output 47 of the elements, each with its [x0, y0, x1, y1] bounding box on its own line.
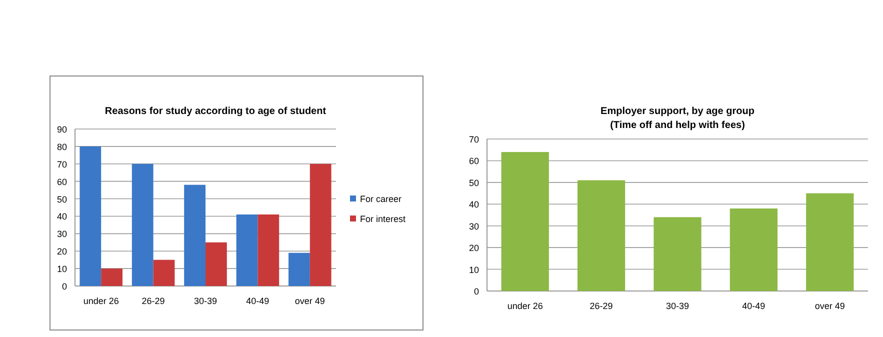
bar: [184, 184, 206, 286]
x-tick-label: 26-29: [590, 301, 613, 311]
y-tick-label: 20: [468, 243, 479, 254]
y-tick-label: 30: [56, 229, 67, 240]
y-tick-label: 50: [56, 194, 67, 204]
y-tick-label: 50: [468, 178, 479, 188]
bar: [730, 208, 778, 291]
bar: [577, 180, 626, 291]
y-tick-label: 60: [468, 156, 479, 166]
y-tick-label: 20: [56, 246, 67, 257]
y-tick-label: 40: [56, 212, 67, 222]
x-tick-label: over 49: [294, 296, 325, 306]
bar: [310, 164, 332, 286]
x-tick-label: 26-29: [142, 296, 165, 306]
y-tick-label: 10: [56, 264, 67, 274]
y-tick-label: 60: [56, 176, 67, 187]
bar: [80, 146, 102, 286]
y-tick-label: 70: [468, 134, 479, 144]
bar: [806, 193, 854, 291]
x-tick-label: over 49: [814, 301, 845, 311]
chart-title: Employer support, by age group (Time off and help with fees): [600, 106, 754, 131]
bar: [654, 217, 702, 291]
y-tick-label: 10: [468, 264, 479, 275]
bar: [236, 214, 258, 286]
bar: [501, 152, 549, 291]
bar: [288, 252, 310, 286]
y-tick-label: 30: [468, 221, 479, 232]
y-tick-label: 0: [62, 282, 67, 292]
x-tick-label: 30-39: [666, 301, 690, 311]
bar: [206, 242, 227, 286]
legend-label: For interest: [360, 214, 406, 224]
x-tick-label: 30-39: [194, 296, 218, 306]
y-tick-label: 70: [56, 159, 67, 170]
y-tick-label: 80: [56, 142, 67, 152]
x-tick-label: under 26: [83, 296, 119, 306]
y-tick-label: 0: [474, 286, 479, 296]
bar: [153, 260, 175, 286]
y-tick-label: 40: [468, 200, 479, 210]
bar: [258, 214, 280, 286]
chart-title: Reasons for study according to age of student: [104, 106, 327, 117]
legend-label: For career: [360, 194, 402, 204]
x-tick-label: under 26: [507, 301, 543, 311]
x-tick-label: 40-49: [246, 296, 270, 306]
x-tick-label: 40-49: [742, 301, 766, 311]
y-tick-label: 90: [56, 124, 67, 134]
bar: [101, 268, 122, 286]
bar: [132, 164, 154, 286]
